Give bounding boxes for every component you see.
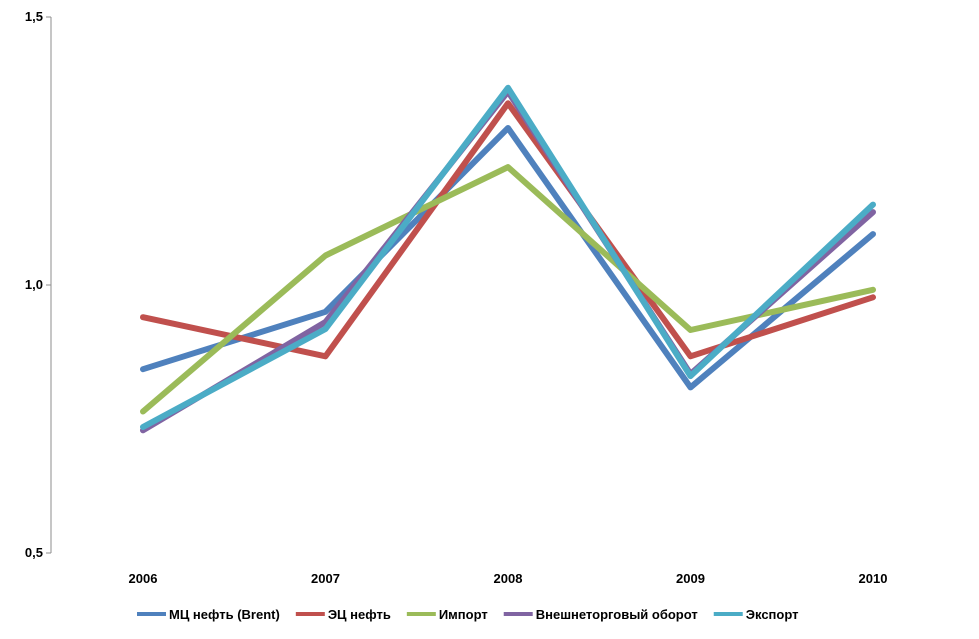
x-tick-label: 2010 xyxy=(859,571,888,586)
legend-item: МЦ нефть (Brent) xyxy=(137,607,280,622)
y-tick-label: 1,0 xyxy=(25,277,43,292)
x-tick-label: 2008 xyxy=(494,571,523,586)
x-tick-label: 2009 xyxy=(676,571,705,586)
y-tick-label: 1,5 xyxy=(25,9,43,24)
legend: МЦ нефть (Brent) ЭЦ нефть Импорт Внешнеторг… xyxy=(137,607,798,622)
y-axis-ticks: 0,5 1,0 1,5 xyxy=(25,9,51,560)
series-lines xyxy=(140,84,876,434)
legend-label: ЭЦ нефть xyxy=(328,607,391,622)
legend-label: Экспорт xyxy=(746,607,799,622)
legend-item: Импорт xyxy=(406,607,488,622)
legend-label: Внешнеторговый оборот xyxy=(536,607,698,622)
series-line-1 xyxy=(140,100,876,360)
x-tick-label: 2007 xyxy=(311,571,340,586)
x-axis-labels: 2006 2007 2008 2009 2010 xyxy=(129,571,888,586)
legend-item: Экспорт xyxy=(713,607,799,622)
series-line-4 xyxy=(140,84,876,430)
x-tick-label: 2006 xyxy=(129,571,158,586)
legend-label: МЦ нефть (Brent) xyxy=(169,607,280,622)
legend-item: ЭЦ нефть xyxy=(295,607,391,622)
y-tick-label: 0,5 xyxy=(25,545,43,560)
legend-label: Импорт xyxy=(439,607,488,622)
series-line-3 xyxy=(140,88,876,434)
legend-item: Внешнеторговый оборот xyxy=(503,607,698,622)
series-line-2 xyxy=(140,164,876,415)
